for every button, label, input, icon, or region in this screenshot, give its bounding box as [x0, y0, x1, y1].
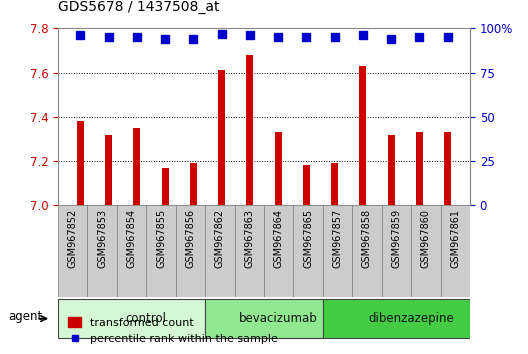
Text: GSM967854: GSM967854	[127, 209, 137, 268]
Bar	[323, 299, 470, 338]
Bar	[105, 135, 112, 205]
Legend: transformed count, percentile rank within the sample: transformed count, percentile rank withi…	[64, 313, 282, 348]
Text: GSM967860: GSM967860	[421, 209, 431, 268]
Text: agent: agent	[8, 310, 43, 323]
Bar	[416, 132, 423, 205]
Text: GSM967863: GSM967863	[244, 209, 254, 268]
Bar	[205, 205, 234, 297]
Bar	[411, 205, 440, 297]
Text: GSM967852: GSM967852	[68, 209, 78, 268]
Text: GSM967861: GSM967861	[450, 209, 460, 268]
Bar	[234, 205, 264, 297]
Text: GSM967856: GSM967856	[185, 209, 195, 268]
Bar	[303, 166, 310, 205]
Text: GSM967862: GSM967862	[215, 209, 225, 268]
Bar	[360, 66, 366, 205]
Text: GDS5678 / 1437508_at: GDS5678 / 1437508_at	[58, 0, 220, 14]
Bar	[176, 205, 205, 297]
Text: control: control	[126, 312, 167, 325]
Bar	[146, 205, 176, 297]
Bar	[117, 205, 146, 297]
Bar	[440, 205, 470, 297]
Bar	[88, 205, 117, 297]
Bar	[218, 70, 225, 205]
Bar	[331, 163, 338, 205]
Bar	[58, 205, 88, 297]
Text: GSM967859: GSM967859	[391, 209, 401, 268]
Bar	[162, 168, 168, 205]
Text: GSM967865: GSM967865	[303, 209, 313, 268]
Bar	[444, 132, 451, 205]
Bar	[388, 135, 395, 205]
Bar	[133, 128, 140, 205]
Bar	[352, 205, 382, 297]
Text: GSM967857: GSM967857	[333, 209, 343, 268]
Bar	[264, 205, 294, 297]
Text: GSM967858: GSM967858	[362, 209, 372, 268]
Bar	[323, 205, 352, 297]
Bar	[382, 205, 411, 297]
Bar	[294, 205, 323, 297]
Bar	[77, 121, 84, 205]
Bar	[247, 55, 253, 205]
Bar	[205, 299, 323, 338]
Text: bevacizumab: bevacizumab	[239, 312, 318, 325]
Bar	[190, 163, 197, 205]
Text: dibenzazepine: dibenzazepine	[368, 312, 454, 325]
Bar	[275, 132, 281, 205]
Text: GSM967864: GSM967864	[274, 209, 284, 268]
Text: GSM967855: GSM967855	[156, 209, 166, 268]
Bar	[58, 299, 205, 338]
Text: GSM967853: GSM967853	[97, 209, 107, 268]
